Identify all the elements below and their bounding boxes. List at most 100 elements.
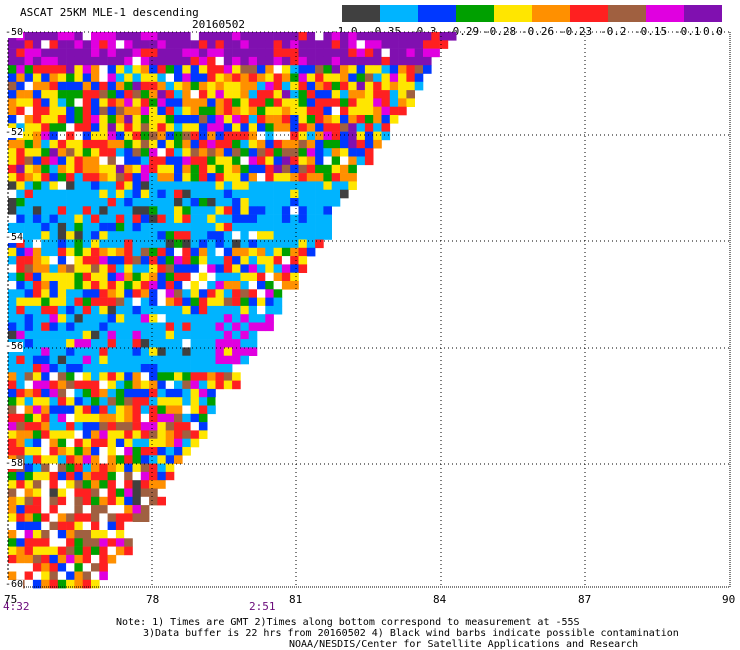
swath-cell-202 [364, 56, 374, 66]
swath-cell-2004 [57, 488, 67, 498]
swath-cell-1173 [265, 239, 274, 249]
swath-cell-518 [99, 115, 108, 124]
swath-cell-2056 [41, 513, 50, 522]
swath-cell-1752 [32, 397, 42, 406]
swath-cell-665 [165, 139, 175, 149]
swath-cell-1611 [248, 347, 258, 356]
swath-cell-1722 [223, 380, 233, 390]
swath-cell-1798 [198, 405, 208, 415]
swath-cell-1072 [74, 222, 83, 232]
swath-cell-30 [257, 32, 266, 41]
swath-cell-361 [8, 90, 17, 99]
swath-cell-1303 [124, 272, 133, 282]
swath-cell-528 [182, 115, 191, 124]
swath-cell-2145 [32, 563, 42, 572]
swath-cell-268 [66, 73, 75, 83]
swath-cell-834 [115, 173, 125, 182]
swath-cell-1573 [182, 339, 191, 348]
swath-cell-634 [290, 131, 299, 141]
swath-cell-125 [157, 48, 166, 58]
swath-cell-363 [24, 90, 34, 99]
swath-cell-1557 [49, 339, 59, 348]
swath-cell-724 [281, 148, 291, 157]
swath-cell-566 [107, 123, 117, 132]
colorbar-label-8: -0.15 [634, 25, 668, 38]
swath-cell-143 [306, 48, 316, 58]
swath-cell-856 [298, 173, 308, 182]
swath-cell-1368 [82, 289, 92, 298]
time-label-1: 2:51 [249, 600, 276, 613]
swath-cell-1227 [91, 256, 100, 265]
swath-cell-1331 [66, 281, 75, 290]
swath-cell-1940 [24, 463, 34, 473]
swath-cell-1566 [124, 339, 133, 348]
swath-cell-2060 [74, 513, 83, 522]
swath-cell-184 [215, 56, 225, 66]
swath-cell-952 [57, 198, 67, 207]
swath-cell-859 [323, 173, 332, 182]
swath-cell-2139 [91, 554, 100, 564]
swath-cell-911 [57, 189, 67, 199]
swath-cell-1782 [66, 405, 75, 415]
swath-cell-1648 [66, 364, 75, 373]
swath-cell-1794 [165, 405, 175, 415]
swath-cell-1118 [132, 231, 142, 240]
swath-cell-1504 [124, 322, 133, 332]
swath-cell-920 [132, 189, 142, 199]
swath-cell-641 [348, 131, 357, 141]
swath-cell-1321 [273, 272, 283, 282]
swath-cell-1854 [57, 430, 67, 439]
swath-cell-614 [124, 131, 133, 141]
swath-cell-1075 [99, 222, 108, 232]
swath-cell-243 [281, 65, 291, 74]
swath-cell-2042 [66, 505, 75, 514]
swath-cell-782 [32, 164, 42, 174]
swath-cell-305 [373, 73, 382, 83]
swath-cell-498 [331, 106, 341, 116]
swath-cell-1716 [174, 380, 183, 390]
swath-cell-376 [132, 90, 142, 99]
swath-cell-2026 [91, 496, 100, 506]
swath-cell-1747 [198, 388, 208, 398]
swath-cell-984 [323, 198, 332, 207]
swath-cell-965 [165, 198, 175, 207]
swath-cell-640 [340, 131, 349, 141]
swath-cell-1661 [174, 364, 183, 373]
swath-cell-1781 [57, 405, 67, 415]
swath-cell-919 [124, 189, 133, 199]
swath-cell-1064 [8, 222, 17, 232]
swath-cell-1470 [107, 314, 117, 323]
swath-cell-117 [91, 48, 100, 58]
swath-cell-1389 [257, 289, 266, 298]
lat-label-50: -50 [5, 27, 24, 38]
swath-cell-391 [257, 90, 266, 99]
swath-cell-1876 [41, 438, 50, 448]
swath-cell-1605 [198, 347, 208, 356]
swath-cell-1694 [223, 372, 233, 381]
swath-cell-648 [24, 139, 34, 149]
swath-cell-654 [74, 139, 83, 149]
swath-cell-1136 [281, 231, 291, 240]
swath-cell-1132 [248, 231, 258, 240]
swath-cell-1082 [157, 222, 166, 232]
swath-cell-869 [57, 181, 67, 190]
swath-cell-1184 [41, 247, 50, 257]
swath-cell-1749 [8, 397, 17, 406]
swath-cell-2093 [82, 530, 92, 539]
swath-cell-857 [306, 173, 316, 182]
swath-cell-1947 [82, 463, 92, 473]
swath-cell-1974 [140, 471, 150, 481]
swath-cell-1031 [57, 214, 67, 224]
swath-cell-1375 [140, 289, 150, 298]
colorbar-label-5: -0.26 [521, 25, 555, 38]
swath-cell-1308 [165, 272, 175, 282]
swath-cell-1594 [107, 347, 117, 356]
swath-cell-294 [281, 73, 291, 83]
swath-cell-1773 [207, 397, 216, 406]
swath-cell-722 [265, 148, 274, 157]
swath-cell-1741 [149, 388, 158, 398]
swath-cell-844 [198, 173, 208, 182]
swath-cell-61 [66, 40, 75, 49]
swath-cell-1896 [16, 447, 25, 456]
swath-cell-1944 [57, 463, 67, 473]
